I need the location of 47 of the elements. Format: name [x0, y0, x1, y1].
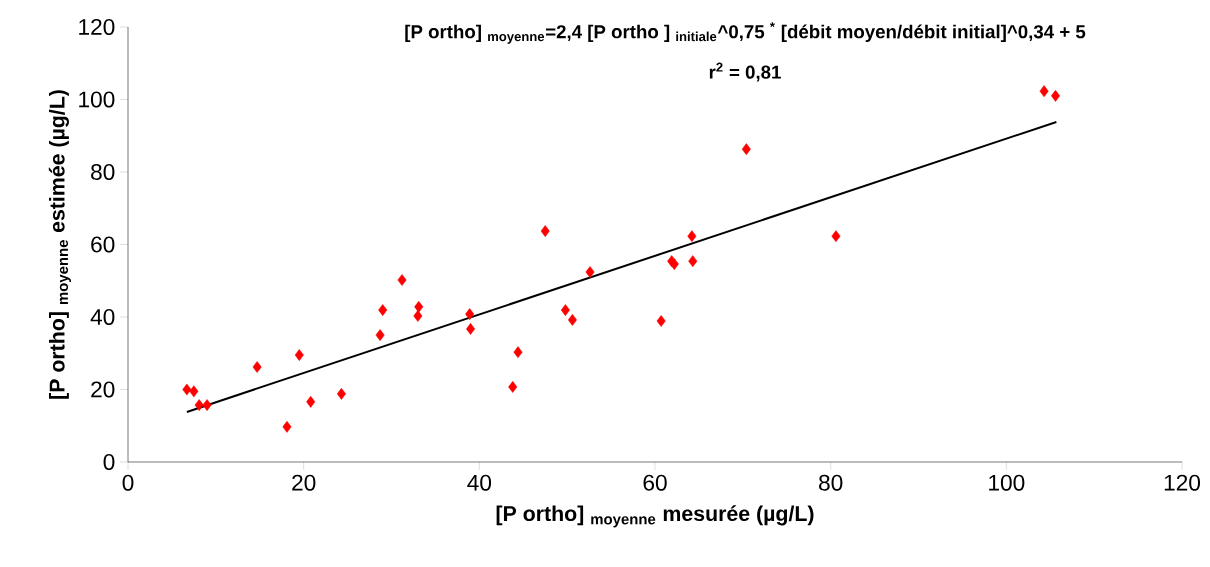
point — [687, 230, 697, 243]
point — [465, 308, 475, 320]
point — [375, 329, 385, 341]
point — [1039, 85, 1049, 98]
x-tick-label: 80 — [819, 474, 843, 491]
x-tick-label: 60 — [643, 474, 667, 491]
point — [567, 314, 577, 326]
x-tick-label: 0 — [122, 474, 134, 491]
x-tick-label: 40 — [467, 474, 492, 491]
point — [831, 230, 841, 243]
point — [560, 304, 570, 316]
point — [413, 310, 423, 322]
point — [282, 420, 292, 433]
y-tick-label: 80 — [91, 163, 115, 181]
x-tick-label: 20 — [292, 474, 316, 491]
y-tick-label: 120 — [79, 18, 115, 36]
y-tick-label: 40 — [90, 308, 115, 326]
point — [540, 225, 550, 237]
y-tick-label: 0 — [103, 453, 115, 471]
point — [688, 255, 698, 268]
point — [378, 304, 388, 316]
y-tick-label: 100 — [79, 91, 115, 108]
point — [189, 385, 199, 398]
point — [508, 381, 518, 393]
point — [306, 395, 316, 408]
point — [294, 349, 304, 361]
annotation: [P ortho] $_{moyenne}$=2,4 [P ortho ] $_{initiale}$^0,75 $^{*}$ [débit moyen/débit initial]^0,34 + 5 — [405, 22, 1086, 44]
y-tick-label: 60 — [91, 236, 115, 253]
point — [252, 361, 262, 373]
y-axis-title: [P ortho] $_{moyenne}$ estimée (µg/L) — [48, 90, 71, 399]
point — [336, 387, 346, 400]
point — [741, 143, 751, 156]
point — [1051, 90, 1060, 102]
point — [397, 274, 407, 286]
x-tick-label: 120 — [1164, 474, 1201, 491]
point — [414, 300, 424, 313]
point — [585, 266, 595, 278]
point — [194, 399, 204, 411]
annotation: r$^{2}$ = 0,81 — [709, 62, 781, 82]
x-tick-label: 100 — [989, 474, 1025, 491]
x-axis-title: [P ortho] $_{moyenne}$ mesurée (µg/L) — [496, 505, 814, 528]
point — [202, 399, 212, 411]
point — [513, 346, 523, 359]
point — [656, 315, 666, 327]
y-tick-label: 20 — [91, 381, 115, 398]
point — [466, 323, 476, 335]
point — [182, 383, 192, 396]
